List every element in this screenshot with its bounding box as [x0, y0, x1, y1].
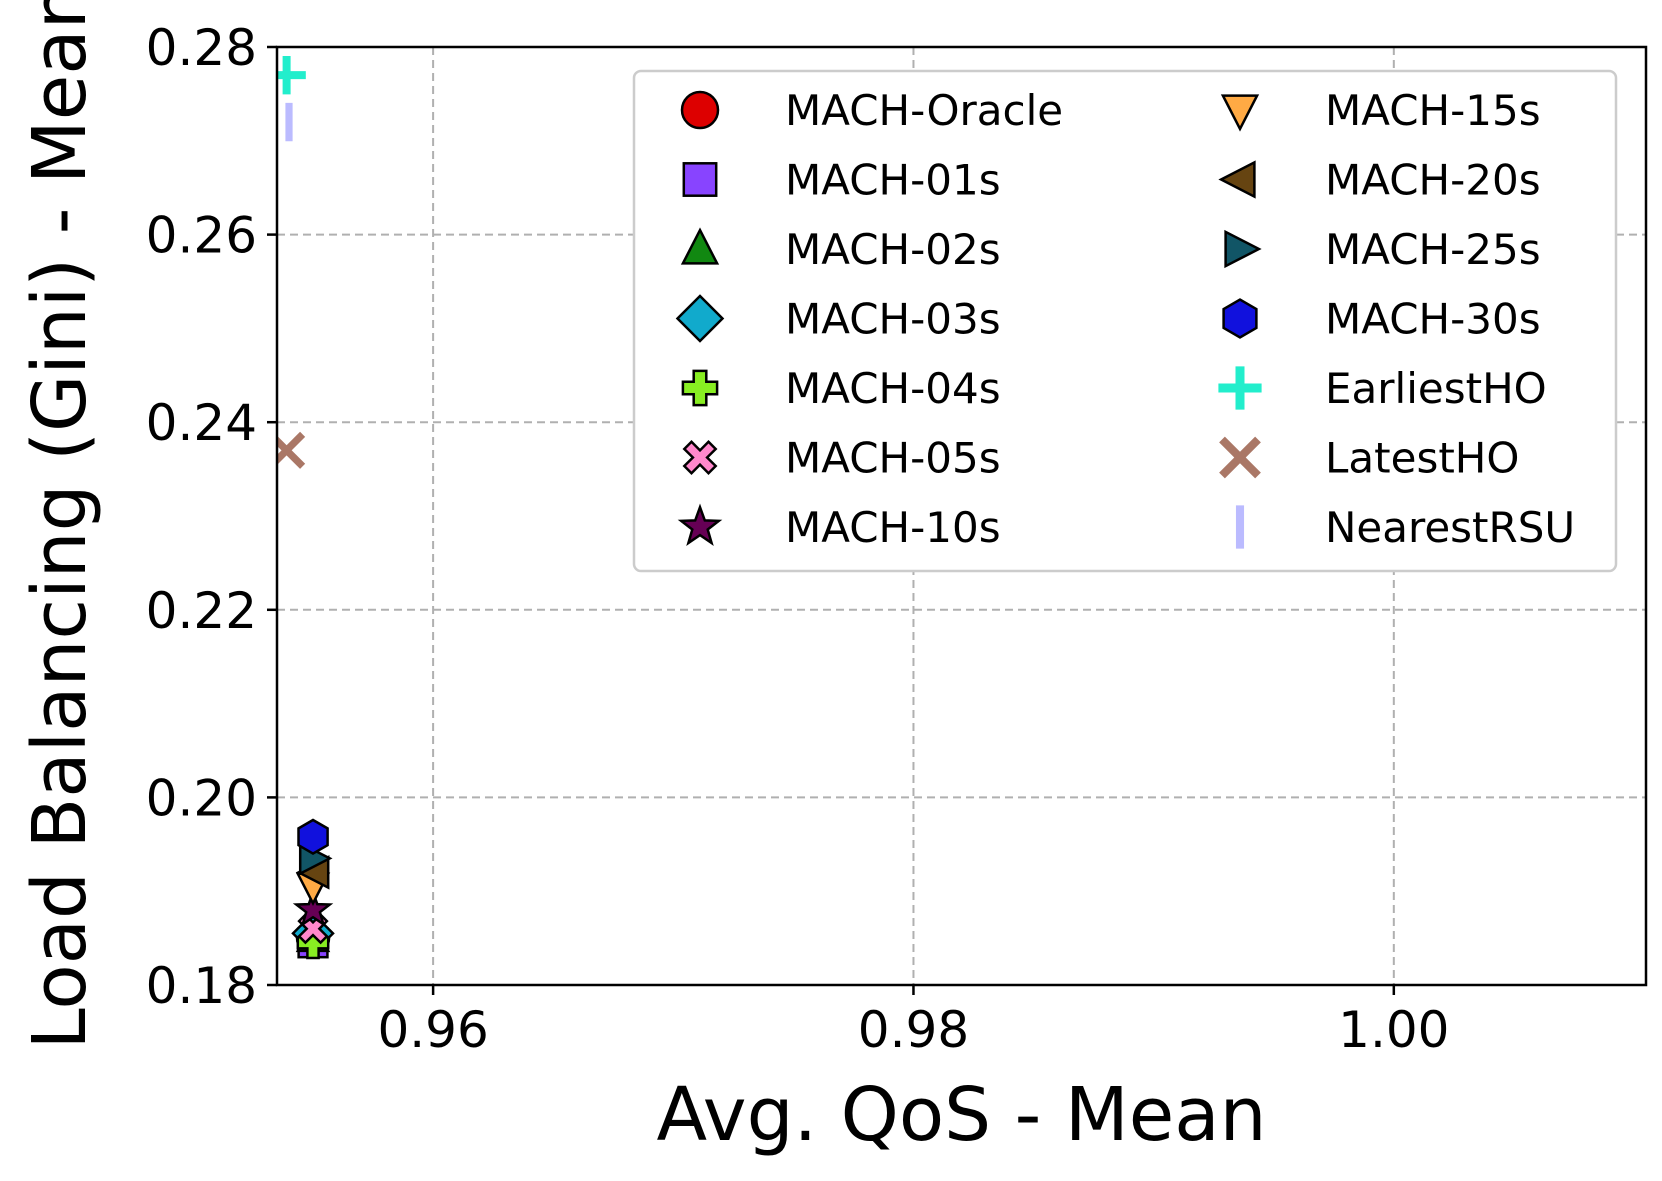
legend-item-mach-30s: MACH-30s — [1222, 295, 1541, 344]
point-mach-10s — [292, 888, 334, 928]
legend-marker-mach-03s — [675, 294, 725, 343]
legend-marker-earliestho — [1218, 366, 1262, 410]
legend-label: MACH-10s — [785, 503, 1001, 552]
legend-label: NearestRSU — [1325, 503, 1575, 552]
legend-item-mach-25s: MACH-25s — [1224, 225, 1541, 274]
point-mach-30s — [297, 818, 329, 856]
y-axis-label: Load Balancing (Gini) - Mean — [17, 0, 103, 1050]
legend-label: MACH-05s — [785, 434, 1001, 483]
legend-marker-mach-oracle — [680, 90, 720, 130]
legend-label: MACH-25s — [1325, 225, 1541, 274]
legend-label: MACH-02s — [785, 225, 1001, 274]
legend-box — [632, 69, 1618, 573]
legend-item-mach-15s: MACH-15s — [1220, 86, 1541, 135]
legend-label: MACH-30s — [1325, 295, 1541, 344]
legend-label: MACH-04s — [785, 364, 1001, 413]
legend-item-latestho: LatestHO — [1219, 434, 1519, 483]
x-tick-label: 0.98 — [858, 1001, 969, 1059]
legend-marker-mach-25s — [1224, 229, 1262, 269]
y-tick-label: 0.26 — [146, 207, 257, 265]
legend-item-mach-02s: MACH-02s — [680, 225, 1001, 274]
legend-marker-latestho — [1219, 436, 1261, 479]
legend-item-mach-oracle: MACH-Oracle — [680, 86, 1063, 135]
legend-item-mach-10s: MACH-10s — [677, 503, 1001, 552]
legend-marker-mach-30s — [1222, 298, 1258, 339]
legend-marker-mach-02s — [680, 227, 720, 265]
legend-label: MACH-Oracle — [785, 86, 1063, 135]
legend-marker-mach-15s — [1220, 94, 1260, 132]
legend-item-mach-04s: MACH-04s — [681, 364, 1001, 413]
data-points — [277, 55, 335, 960]
y-tick-label: 0.24 — [146, 394, 257, 452]
legend-item-nearestrsu: NearestRSU — [1235, 503, 1575, 552]
legend-item-earliestho: EarliestHO — [1218, 364, 1547, 413]
legend-marker-mach-04s — [681, 369, 719, 407]
legend-marker-mach-10s — [677, 503, 723, 546]
point-earliestho — [277, 55, 306, 95]
axis-ticks: 0.96 0.98 1.00 0.18 0.20 0.22 0.24 0.26 0.28 — [146, 19, 1450, 1059]
legend-label: MACH-15s — [1325, 86, 1541, 135]
x-axis-label: Avg. QoS - Mean — [657, 1072, 1267, 1158]
y-tick-label: 0.18 — [146, 957, 257, 1015]
legend-label: LatestHO — [1325, 434, 1519, 483]
legend-label: MACH-03s — [785, 295, 1001, 344]
legend-label: MACH-01s — [785, 156, 1001, 205]
y-tick-label: 0.22 — [146, 582, 257, 640]
legend-item-mach-05s: MACH-05s — [682, 434, 1001, 483]
legend-item-mach-01s: MACH-01s — [682, 156, 1001, 205]
legend-label: MACH-20s — [1325, 156, 1541, 205]
legend-item-mach-20s: MACH-20s — [1218, 156, 1541, 205]
y-tick-label: 0.28 — [146, 19, 257, 77]
point-latestho — [277, 431, 306, 469]
y-tick-label: 0.20 — [146, 769, 257, 827]
legend-marker-mach-05s — [682, 440, 718, 475]
x-tick-label: 1.00 — [1338, 1001, 1449, 1059]
legend-marker-mach-20s — [1218, 160, 1256, 199]
legend: MACH-Oracle MACH-01s MACH-02s MACH-03s MACH-… — [632, 69, 1618, 573]
legend-marker-mach-01s — [682, 162, 718, 197]
legend-item-mach-03s: MACH-03s — [675, 294, 1001, 344]
plot-area-frame — [275, 45, 1648, 987]
legend-label: EarliestHO — [1325, 364, 1547, 413]
x-tick-label: 0.96 — [377, 1001, 488, 1059]
